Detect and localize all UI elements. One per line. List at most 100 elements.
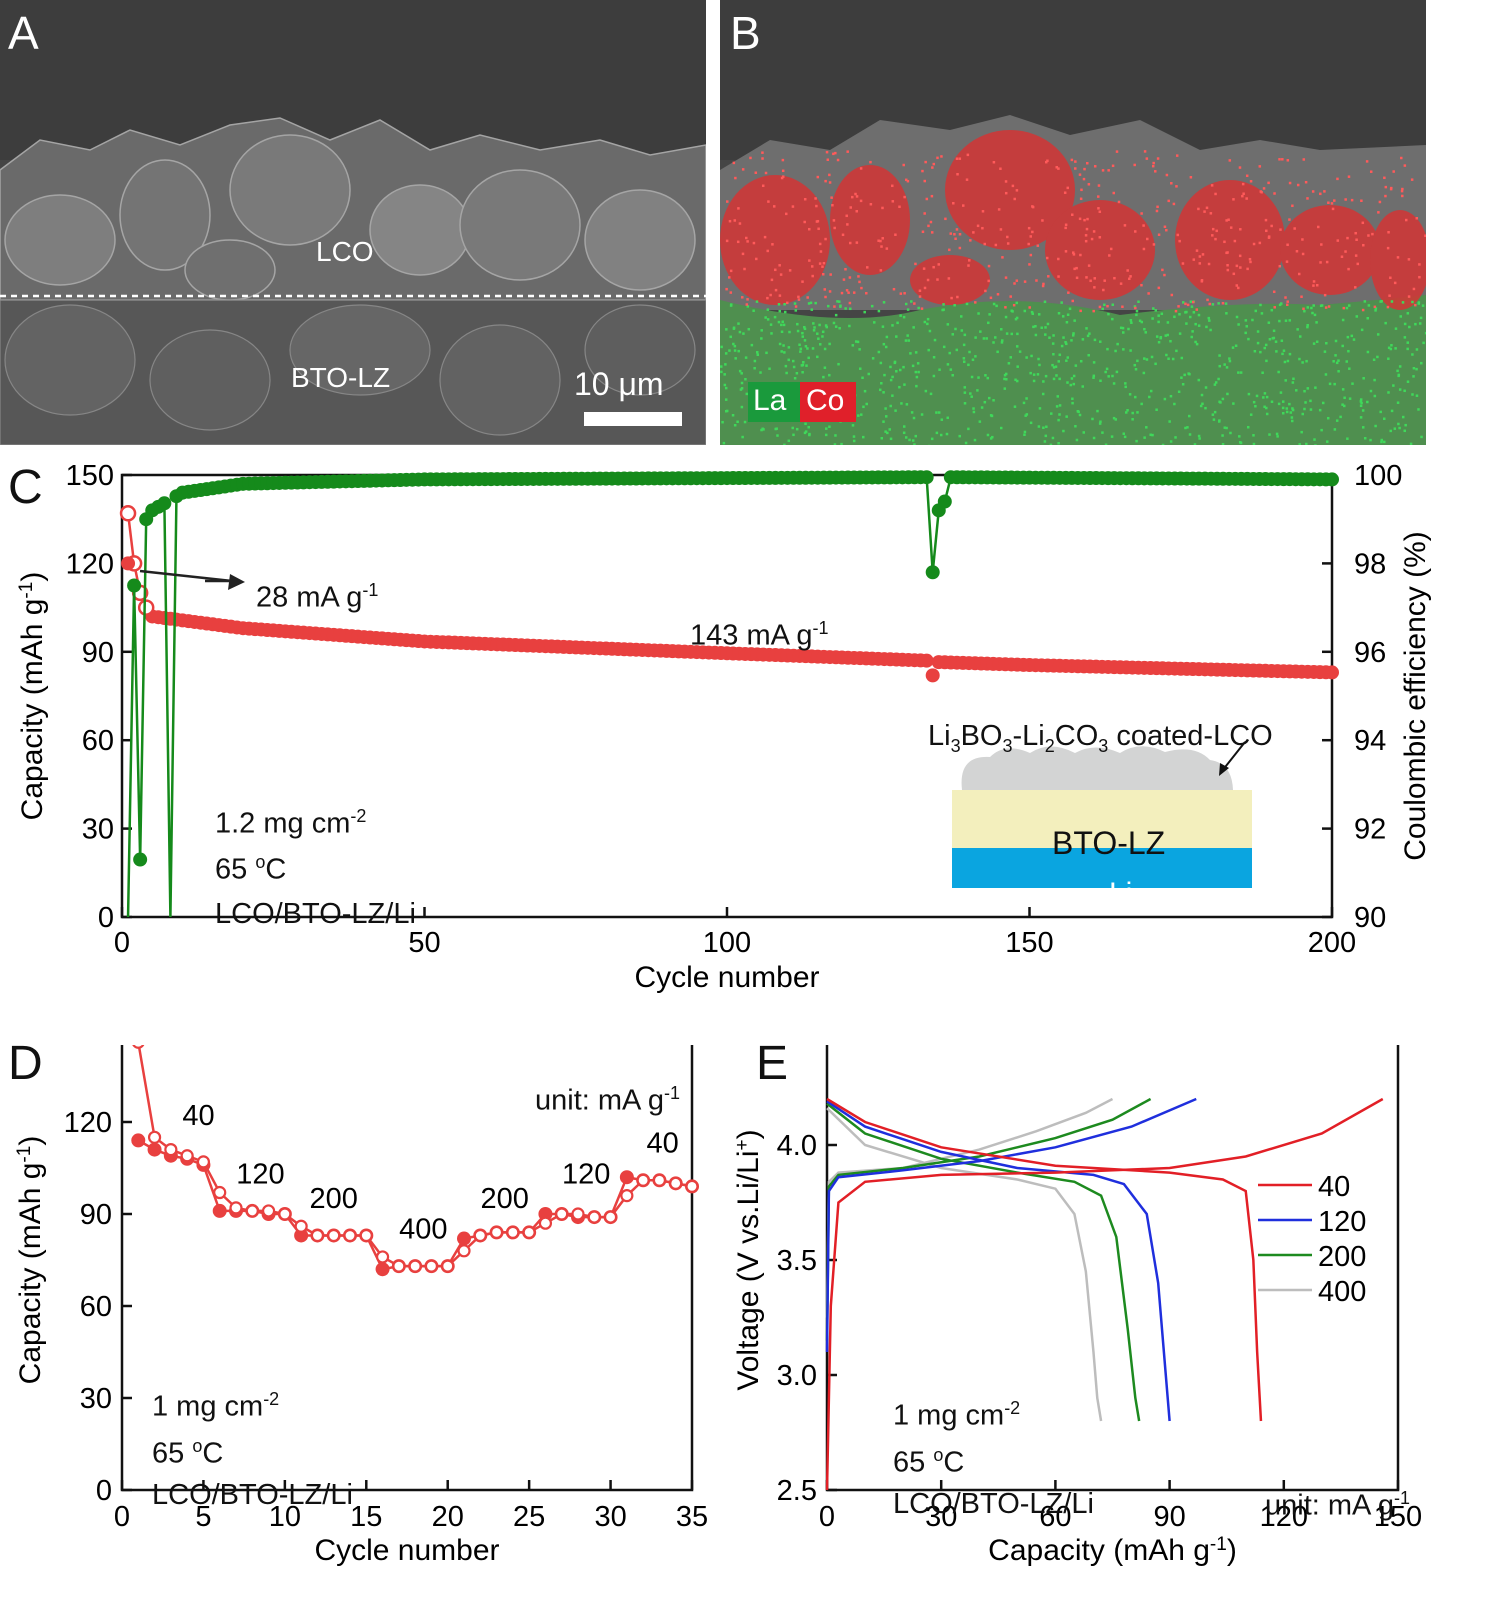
c-x-axis-label: Cycle number — [634, 961, 819, 994]
la-dot — [743, 420, 747, 424]
co-dot — [848, 301, 852, 305]
co-dot — [1155, 209, 1159, 213]
la-dot — [1259, 303, 1262, 307]
co-dot — [903, 292, 906, 295]
la-dot — [1218, 419, 1221, 422]
la-dot — [977, 376, 980, 379]
la-dot — [1306, 306, 1310, 309]
co-dot — [1047, 275, 1050, 278]
la-dot — [859, 367, 862, 370]
co-dot — [822, 261, 826, 265]
co-dot — [1354, 231, 1357, 235]
d-rate-label: 120 — [562, 1158, 610, 1190]
la-dot — [1225, 312, 1228, 315]
la-dot — [1086, 334, 1090, 338]
la-dot — [1038, 407, 1042, 410]
inset-li-label: Li — [1109, 877, 1133, 910]
la-dot — [1247, 392, 1251, 396]
la-dot — [942, 345, 946, 349]
co-dot — [803, 197, 807, 201]
la-dot — [1306, 325, 1309, 329]
la-dot — [1071, 334, 1075, 337]
la-dot — [1197, 313, 1201, 317]
la-dot — [1092, 361, 1096, 364]
la-dot — [1218, 400, 1221, 404]
panel-letter-e: E — [756, 1037, 789, 1090]
la-dot — [1312, 342, 1316, 345]
co-dot — [1360, 199, 1363, 202]
la-dot — [1369, 389, 1373, 393]
la-dot — [949, 368, 953, 371]
co-dot — [1098, 210, 1102, 214]
la-dot — [1123, 435, 1127, 439]
d-discharge-point — [131, 1133, 146, 1148]
co-dot — [1200, 280, 1204, 283]
la-dot — [958, 434, 961, 438]
co-dot — [1239, 266, 1242, 269]
co-dot — [1227, 218, 1230, 221]
la-dot — [818, 343, 822, 346]
la-dot — [737, 322, 740, 325]
co-dot — [1142, 247, 1146, 251]
la-dot — [991, 435, 994, 439]
co-dot — [920, 307, 924, 310]
la-dot — [1022, 401, 1026, 405]
co-dot — [955, 157, 959, 160]
co-dot — [1079, 197, 1083, 201]
la-dot — [1291, 381, 1295, 384]
la-dot — [968, 350, 971, 354]
la-dot — [1384, 321, 1387, 325]
la-dot — [1256, 341, 1260, 345]
co-dot — [774, 268, 777, 272]
co-dot — [814, 197, 817, 200]
la-dot — [1252, 434, 1255, 437]
la-dot — [917, 306, 920, 310]
co-dot — [729, 269, 733, 273]
co-dot — [1070, 158, 1074, 162]
la-dot — [1174, 436, 1177, 439]
la-dot — [739, 388, 743, 391]
la-dot — [1288, 402, 1291, 406]
la-dot — [759, 371, 762, 374]
la-dot — [1305, 359, 1308, 363]
co-dot — [1273, 192, 1276, 195]
co-dot — [1004, 191, 1008, 195]
la-dot — [930, 437, 934, 441]
la-dot — [1408, 325, 1411, 329]
co-dot — [926, 278, 930, 282]
co-dot — [829, 273, 832, 276]
la-dot — [764, 316, 767, 319]
co-dot — [846, 150, 849, 153]
co-dot — [1064, 223, 1068, 227]
la-dot — [787, 358, 790, 362]
co-dot — [823, 288, 827, 291]
la-dot — [1253, 349, 1257, 353]
co-dot — [1004, 276, 1008, 279]
la-dot — [1211, 413, 1215, 416]
co-dot — [1312, 284, 1315, 287]
d-charge-point — [132, 1045, 145, 1049]
la-dot — [1159, 336, 1162, 340]
la-dot — [911, 364, 915, 368]
co-dot — [766, 249, 769, 253]
la-dot — [1058, 377, 1061, 381]
la-dot — [1071, 397, 1074, 401]
la-dot — [867, 372, 871, 376]
d-cell-label: LCO/BTO-LZ/Li — [152, 1479, 353, 1511]
la-dot — [1128, 393, 1132, 396]
la-dot — [824, 324, 828, 327]
co-dot — [1235, 264, 1239, 268]
la-dot — [1058, 353, 1062, 357]
la-dot — [793, 302, 797, 305]
la-dot — [881, 325, 885, 328]
e-discharge-curve-400 — [826, 1107, 1103, 1422]
co-dot — [932, 265, 935, 269]
la-dot — [1183, 373, 1186, 377]
la-dot — [904, 339, 908, 342]
la-dot — [828, 373, 831, 377]
la-dot — [1418, 322, 1422, 325]
la-dot — [1300, 430, 1303, 434]
la-dot — [824, 433, 828, 437]
la-dot — [1042, 380, 1045, 383]
co-dot — [1186, 303, 1190, 307]
